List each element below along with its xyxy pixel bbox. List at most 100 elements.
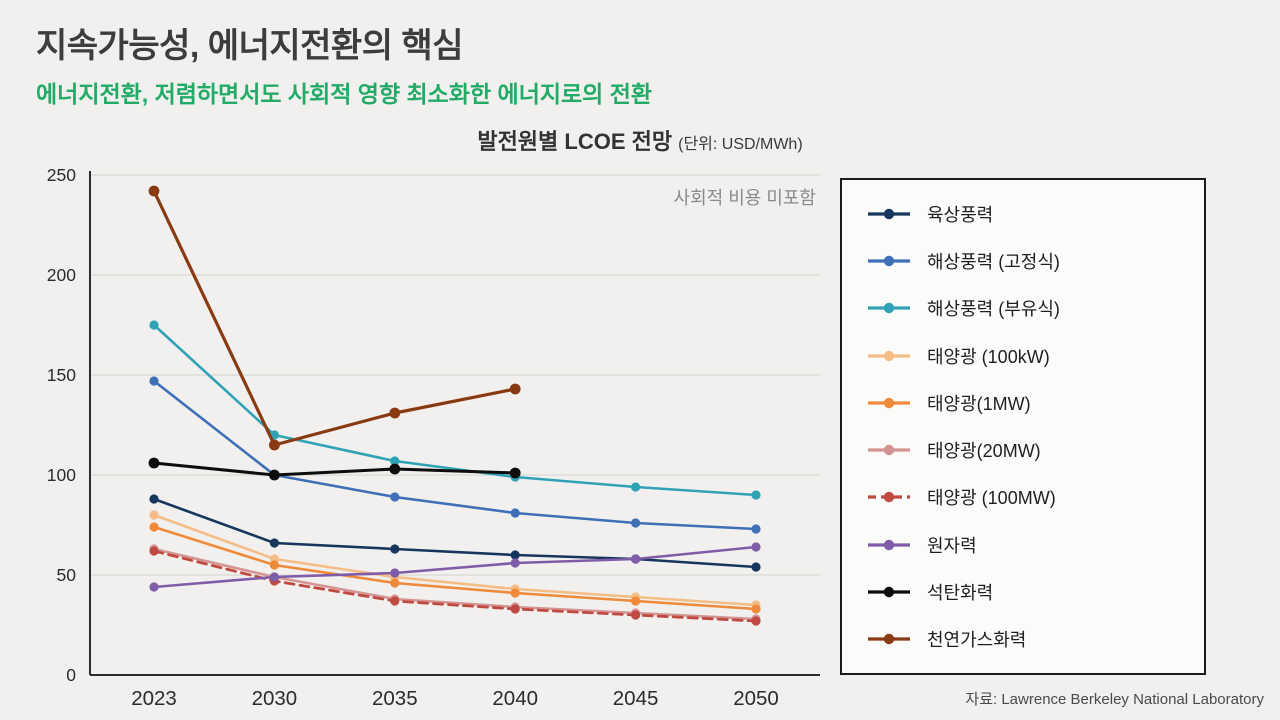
data-point-marker (510, 604, 520, 614)
source-credit: 자료: Lawrence Berkeley National Laborator… (965, 691, 1264, 708)
chart-title-text: 발전원별 LCOE 전망 (477, 129, 673, 154)
page-title: 지속가능성, 에너지전환의 핵심 (36, 27, 463, 65)
data-point-marker (509, 467, 521, 479)
x-tick-label: 2040 (492, 687, 538, 710)
x-tick-label: 2045 (613, 687, 659, 710)
legend-label: 천연가스화력 (927, 630, 1027, 651)
data-point-marker (148, 185, 160, 197)
legend-line-marker (868, 444, 910, 456)
data-point-marker (149, 494, 159, 504)
data-point-marker (510, 558, 520, 568)
legend-line-marker (868, 397, 910, 409)
data-point-marker (751, 542, 761, 552)
y-tick-label: 50 (57, 565, 77, 585)
series-line (152, 379, 758, 531)
data-point-marker (149, 376, 159, 386)
data-point-marker (509, 383, 521, 395)
y-tick-label: 0 (66, 665, 76, 685)
series-line (152, 189, 517, 447)
data-point-marker (149, 320, 159, 330)
x-tick-label: 2035 (372, 687, 418, 710)
series-line (152, 549, 758, 623)
legend-item: 태양광(1MW) (866, 390, 1194, 416)
legend-label: 태양광(20MW) (927, 441, 1041, 462)
legend-line-marker (868, 586, 910, 598)
page-subtitle: 에너지전환, 저렴하면서도 사회적 영향 최소화한 에너지로의 전환 (36, 81, 653, 107)
legend-line-marker (868, 208, 910, 219)
data-point-marker (149, 510, 159, 520)
data-point-marker (148, 457, 160, 469)
legend-item: 석탄화력 (866, 579, 1194, 605)
data-point-marker (390, 578, 400, 588)
annotation-no-social-cost: 사회적 비용 미포함 (674, 188, 816, 208)
lcoe-line-chart: 0 50 100 150 200 250 2023 2030 2035 2040 2045 2050 사… (47, 165, 820, 710)
legend-label: 태양광 (100MW) (927, 488, 1056, 509)
legend-label: 육상풍력 (927, 204, 994, 225)
legend-item: 육상풍력 (866, 201, 1194, 227)
data-point-marker (390, 456, 400, 466)
data-point-marker (390, 544, 400, 554)
data-point-marker (269, 560, 279, 570)
series-line (152, 323, 758, 497)
data-point-marker (751, 524, 761, 534)
y-tick-label: 150 (47, 365, 76, 385)
data-point-marker (269, 538, 279, 548)
legend-item: 원자력 (866, 532, 1194, 558)
data-point-marker (631, 554, 641, 564)
data-point-marker (390, 596, 400, 606)
legend-item: 태양광(20MW) (866, 437, 1194, 463)
legend-label: 원자력 (927, 535, 977, 556)
series-line (152, 513, 758, 607)
series-line (152, 545, 758, 589)
y-tick-label: 250 (47, 165, 76, 185)
series-line (152, 461, 517, 477)
data-point-marker (269, 469, 280, 481)
legend-line-marker (868, 350, 910, 361)
legend-label: 해상풍력 (부유식) (927, 299, 1060, 320)
x-tick-label: 2023 (131, 687, 177, 710)
x-tick-label: 2030 (252, 687, 298, 710)
data-point-marker (751, 604, 761, 614)
legend-label: 석탄화력 (927, 583, 994, 604)
x-tick-label: 2050 (733, 687, 779, 710)
data-point-marker (390, 492, 400, 502)
legend-label: 태양광(1MW) (927, 393, 1031, 414)
data-point-marker (269, 439, 280, 451)
data-point-marker (389, 407, 401, 419)
legend-item: 천연가스화력 (866, 626, 1194, 652)
slide-header: 지속가능성, 에너지전환의 핵심 에너지전환, 저렴하면서도 사회적 영향 최소… (36, 18, 652, 109)
data-point-marker (631, 596, 641, 606)
legend-line-marker (868, 255, 910, 267)
legend-line-marker (868, 492, 910, 503)
legend-line-marker (868, 303, 910, 314)
chart-title-unit: (단위: USD/MWh) (678, 136, 803, 153)
data-point-marker (510, 508, 520, 518)
data-point-marker (751, 616, 761, 626)
data-point-marker (751, 490, 761, 500)
data-point-marker (149, 546, 159, 556)
data-point-marker (149, 522, 159, 532)
data-point-marker (390, 568, 400, 578)
data-point-marker (149, 582, 159, 592)
legend-label: 해상풍력 (고정식) (927, 251, 1060, 272)
data-point-marker (631, 482, 641, 492)
legend-item: 해상풍력 (부유식) (866, 295, 1194, 321)
data-point-marker (269, 572, 279, 582)
y-tick-label: 100 (47, 465, 76, 485)
series-line (152, 525, 758, 611)
data-point-marker (389, 463, 401, 475)
data-point-marker (631, 518, 641, 528)
legend-item: 해상풍력 (고정식) (866, 248, 1194, 274)
data-point-marker (510, 550, 520, 560)
y-tick-label: 200 (47, 265, 76, 285)
legend-label: 태양광 (100kW) (927, 346, 1050, 367)
legend-line-marker (868, 539, 910, 550)
data-point-marker (510, 588, 520, 598)
data-point-marker (631, 610, 641, 620)
series-line (152, 547, 758, 621)
legend-item: 태양광 (100kW) (866, 343, 1194, 369)
chart-title: 발전원별 LCOE 전망 (단위: USD/MWh) (0, 124, 1280, 156)
legend-item: 태양광 (100MW) (866, 484, 1194, 510)
